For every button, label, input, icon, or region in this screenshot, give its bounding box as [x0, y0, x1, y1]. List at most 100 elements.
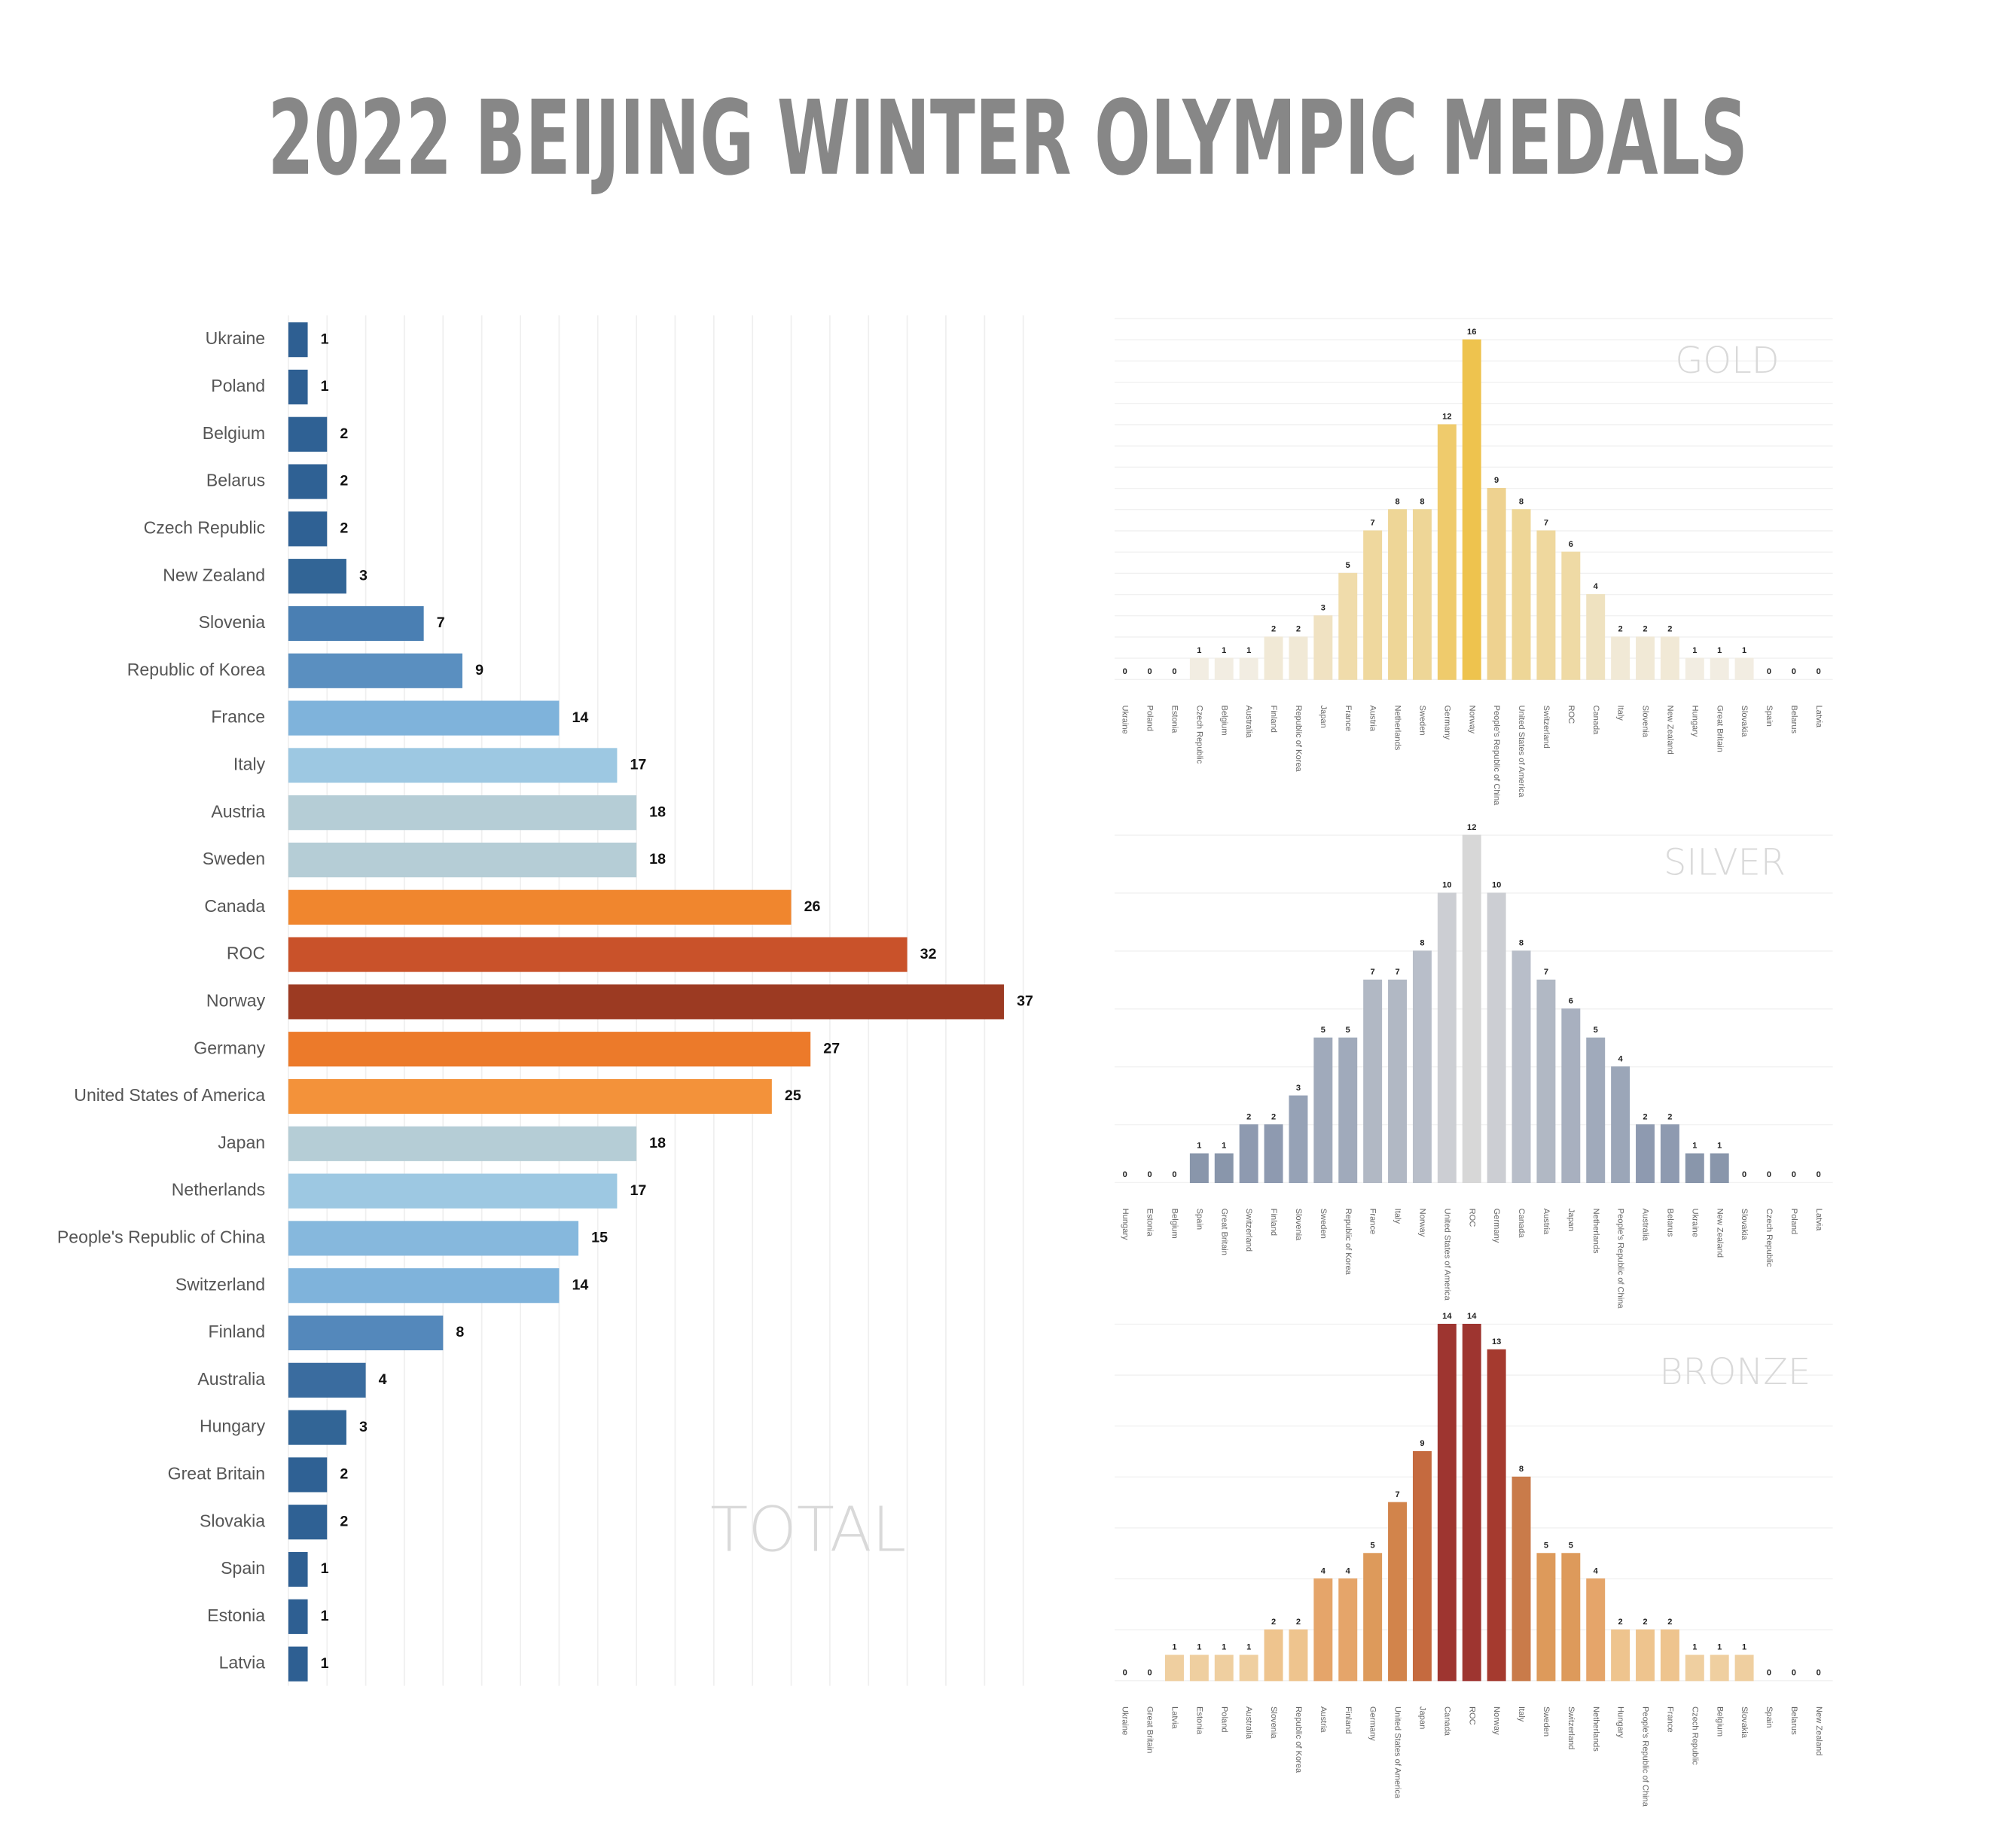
bar: [1264, 1629, 1283, 1682]
category-label: ROC: [1566, 705, 1576, 724]
value-label: 0: [1123, 1170, 1127, 1179]
category-label: Belarus: [1789, 705, 1798, 733]
value-label: 4: [1594, 582, 1599, 591]
bar: [1239, 1654, 1258, 1682]
bar: [1561, 551, 1581, 680]
value-label: 17: [630, 1182, 647, 1199]
bar: [288, 322, 308, 358]
bar: [1611, 1066, 1630, 1184]
category-label: Norway: [1492, 1706, 1501, 1735]
value-label: 4: [1321, 1566, 1326, 1575]
value-label: 0: [1172, 667, 1176, 676]
category-label: Sweden: [1319, 1209, 1328, 1239]
value-label: 0: [1123, 1669, 1127, 1678]
value-label: 0: [1147, 667, 1152, 676]
value-label: 17: [630, 757, 647, 773]
value-label: 2: [1271, 1112, 1276, 1121]
category-label: Austria: [1319, 1706, 1328, 1733]
bar: [1412, 509, 1432, 680]
bar: [288, 1646, 308, 1682]
bar: [1487, 892, 1506, 1184]
value-label: 14: [572, 1276, 588, 1293]
value-label: 18: [649, 851, 666, 868]
value-label: 0: [1767, 667, 1771, 676]
category-label: Ukraine: [1121, 705, 1130, 733]
bar: [1487, 1349, 1506, 1682]
category-label: France: [1368, 1209, 1377, 1235]
chart-title: GOLD: [1675, 340, 1779, 382]
bar: [1462, 339, 1481, 680]
value-label: 7: [437, 614, 445, 631]
bar: [1611, 636, 1630, 680]
category-label: Hungary: [1616, 1706, 1625, 1738]
category-label: Slovenia: [199, 612, 266, 632]
category-label: ROC: [1467, 1706, 1476, 1725]
category-label: Czech Republic: [1690, 1706, 1699, 1765]
bar: [1437, 892, 1457, 1184]
value-label: 2: [1667, 625, 1672, 634]
category-label: Slovakia: [1740, 1209, 1749, 1241]
category-label: Sweden: [1542, 1706, 1551, 1737]
value-label: 2: [1618, 1618, 1623, 1627]
value-label: 32: [920, 946, 937, 962]
category-label: United States of America: [1517, 705, 1526, 797]
value-label: 4: [379, 1371, 387, 1388]
category-label: Slovakia: [1740, 1706, 1749, 1739]
category-label: Poland: [1789, 1209, 1798, 1235]
value-label: 10: [1492, 881, 1501, 890]
bar: [1412, 1451, 1432, 1682]
value-label: 9: [1420, 1439, 1424, 1448]
category-label: United States of America: [1442, 1209, 1451, 1301]
bar: [288, 842, 637, 878]
value-label: 4: [1346, 1566, 1351, 1575]
value-label: 4: [1618, 1054, 1624, 1063]
value-label: 0: [1817, 667, 1821, 676]
bar: [1214, 1654, 1234, 1682]
category-label: Latvia: [219, 1653, 266, 1673]
category-label: Hungary: [200, 1416, 266, 1436]
value-label: 1: [321, 1655, 329, 1672]
value-label: 5: [1569, 1541, 1573, 1550]
value-label: 1: [1197, 1643, 1201, 1652]
value-label: 2: [1296, 1618, 1301, 1627]
value-label: 2: [1271, 1618, 1276, 1627]
category-label: Great Britain: [1145, 1706, 1155, 1753]
value-label: 2: [1643, 1112, 1647, 1121]
chart-title: TOTAL: [710, 1495, 906, 1566]
bar: [288, 1410, 346, 1445]
bar: [288, 1362, 366, 1398]
category-label: Netherlands: [1591, 1706, 1600, 1752]
value-label: 1: [1222, 646, 1226, 655]
value-label: 1: [321, 378, 329, 395]
bar: [1189, 1654, 1209, 1682]
bar: [1189, 657, 1209, 680]
category-label: Spain: [1194, 1209, 1203, 1230]
bar: [1611, 1629, 1630, 1682]
value-label: 7: [1371, 968, 1375, 977]
category-label: Estonia: [207, 1606, 265, 1625]
bar: [1660, 636, 1679, 680]
category-label: New Zealand: [1814, 1706, 1823, 1755]
category-label: Australia: [1244, 1706, 1253, 1740]
value-label: 1: [321, 1560, 329, 1577]
bar: [1710, 657, 1729, 680]
category-label: France: [211, 707, 265, 727]
value-label: 18: [649, 804, 666, 820]
value-label: 8: [1395, 497, 1399, 506]
value-label: 13: [1492, 1337, 1501, 1346]
bar: [1363, 979, 1383, 1184]
value-label: 14: [572, 709, 588, 726]
category-label: ROC: [227, 944, 265, 963]
category-label: Japan: [1418, 1706, 1427, 1729]
category-label: Japan: [218, 1133, 265, 1152]
value-label: 1: [1742, 1643, 1746, 1652]
value-label: 3: [1296, 1084, 1301, 1093]
value-label: 2: [1643, 625, 1647, 634]
category-label: Latvia: [1814, 1209, 1823, 1231]
bar: [288, 1505, 328, 1540]
bar: [1289, 636, 1308, 680]
category-label: Latvia: [1170, 1706, 1179, 1729]
bar: [288, 1032, 811, 1067]
category-label: People's Republic of China: [57, 1227, 265, 1246]
value-label: 0: [1817, 1170, 1821, 1179]
